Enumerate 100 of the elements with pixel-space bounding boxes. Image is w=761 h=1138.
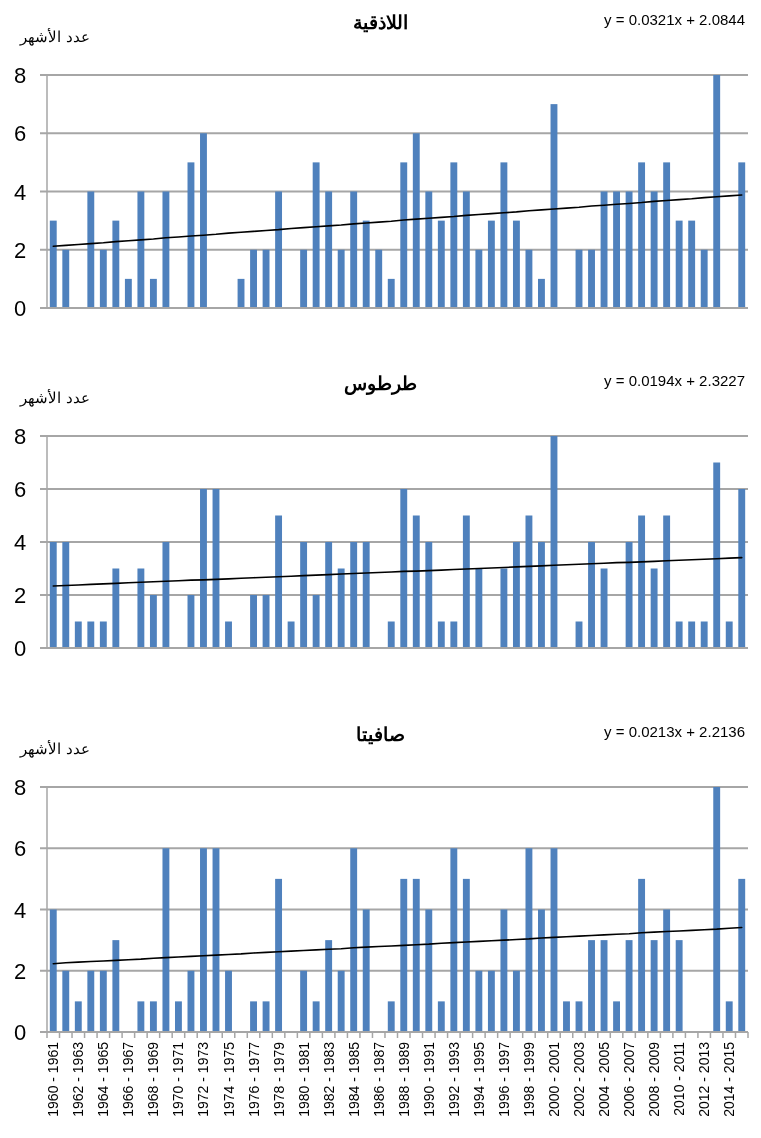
bar bbox=[675, 940, 683, 1032]
bar bbox=[675, 621, 683, 648]
bar bbox=[738, 878, 746, 1032]
bar bbox=[713, 787, 721, 1032]
bar bbox=[425, 191, 433, 308]
bar bbox=[525, 249, 533, 308]
bar bbox=[287, 621, 295, 648]
bar bbox=[112, 940, 120, 1032]
bar bbox=[87, 191, 95, 308]
bar bbox=[250, 595, 257, 648]
x-tick-label: 1996 - 1997 bbox=[495, 1041, 512, 1117]
bar bbox=[312, 1001, 320, 1033]
bar bbox=[450, 848, 458, 1032]
bar bbox=[487, 220, 495, 308]
bar bbox=[275, 191, 283, 308]
bar bbox=[475, 970, 483, 1032]
bar bbox=[162, 191, 170, 308]
bar bbox=[525, 848, 533, 1032]
x-tick-label: 1976 - 1977 bbox=[245, 1041, 262, 1117]
bar bbox=[362, 909, 370, 1032]
bar bbox=[688, 220, 696, 308]
bar bbox=[437, 220, 445, 308]
chart-title: طرطوس bbox=[343, 373, 417, 395]
bar bbox=[425, 542, 433, 648]
bar bbox=[300, 249, 308, 308]
x-tick-label: 1966 - 1967 bbox=[120, 1041, 137, 1117]
y-tick-label: 4 bbox=[13, 897, 27, 923]
chart-title: اللاذقية bbox=[352, 12, 408, 33]
bar bbox=[475, 249, 483, 308]
bar bbox=[437, 1001, 445, 1033]
bar bbox=[74, 621, 82, 648]
bar bbox=[725, 1001, 733, 1033]
bar bbox=[713, 75, 721, 308]
bar bbox=[400, 878, 408, 1032]
bar bbox=[563, 1001, 570, 1033]
x-tick-label: 1986 - 1987 bbox=[370, 1041, 387, 1117]
bar bbox=[638, 515, 646, 648]
bar bbox=[350, 542, 358, 648]
line-series bbox=[52, 194, 743, 248]
x-tick-label: 1960 - 1961 bbox=[45, 1041, 62, 1117]
bar bbox=[99, 621, 107, 648]
bar bbox=[387, 621, 395, 648]
x-tick-label: 2002 - 2003 bbox=[571, 1041, 588, 1117]
y-tick-label: 6 bbox=[13, 477, 27, 502]
bar bbox=[337, 970, 345, 1032]
bar bbox=[49, 220, 57, 308]
x-tick-label: 1998 - 1999 bbox=[520, 1041, 537, 1117]
bar bbox=[262, 595, 270, 648]
text: y = 0.0213x + 2.2136 bbox=[604, 723, 745, 740]
y-axis-title: عدد الأشهر bbox=[19, 389, 90, 407]
bar bbox=[337, 568, 345, 648]
bar bbox=[625, 191, 633, 308]
bar bbox=[225, 621, 232, 648]
chart-title: صافيتا bbox=[355, 724, 405, 745]
text: y = 0.0321x + 2.0844 bbox=[604, 11, 745, 28]
x-tick-label: 2010 - 2011 bbox=[671, 1041, 688, 1116]
bar bbox=[613, 1001, 620, 1033]
bar bbox=[149, 595, 157, 648]
bar bbox=[475, 568, 483, 648]
bar bbox=[588, 249, 595, 308]
bar bbox=[650, 940, 658, 1032]
x-tick-label: 1984 - 1985 bbox=[345, 1041, 362, 1117]
bar bbox=[462, 515, 470, 648]
bar bbox=[375, 249, 383, 308]
bar bbox=[462, 878, 470, 1032]
bar bbox=[137, 191, 145, 308]
bar bbox=[112, 220, 120, 308]
bar bbox=[700, 621, 708, 648]
bar bbox=[500, 568, 508, 648]
bar bbox=[638, 878, 646, 1032]
line-series bbox=[52, 926, 743, 965]
bar bbox=[512, 220, 520, 308]
bar bbox=[350, 848, 358, 1032]
bar bbox=[462, 191, 470, 308]
y-tick-label: 8 bbox=[13, 775, 27, 800]
bar bbox=[625, 542, 633, 648]
x-tick-label: 1992 - 1993 bbox=[445, 1041, 462, 1117]
bar bbox=[387, 278, 395, 308]
bar bbox=[400, 162, 408, 308]
bar bbox=[512, 542, 520, 648]
bar bbox=[225, 970, 232, 1032]
bar bbox=[162, 542, 170, 648]
x-tick-label: 1990 - 1991 bbox=[420, 1041, 437, 1117]
bar bbox=[149, 1001, 157, 1033]
y-tick-label: 0 bbox=[13, 296, 27, 321]
bar bbox=[62, 970, 70, 1032]
x-tick-label: 1994 - 1995 bbox=[470, 1041, 487, 1117]
bar bbox=[275, 515, 283, 648]
bar bbox=[650, 191, 658, 308]
bar bbox=[312, 162, 320, 308]
bar bbox=[362, 542, 370, 648]
bar bbox=[262, 1001, 270, 1033]
x-tick-label: 2008 - 2009 bbox=[646, 1041, 663, 1117]
bar bbox=[137, 568, 145, 648]
bar bbox=[525, 515, 533, 648]
text: y = 0.0194x + 2.3227 bbox=[604, 372, 745, 389]
bar bbox=[412, 133, 420, 308]
y-tick-label: 0 bbox=[13, 1020, 27, 1045]
bar bbox=[250, 1001, 257, 1033]
bar bbox=[412, 515, 420, 648]
